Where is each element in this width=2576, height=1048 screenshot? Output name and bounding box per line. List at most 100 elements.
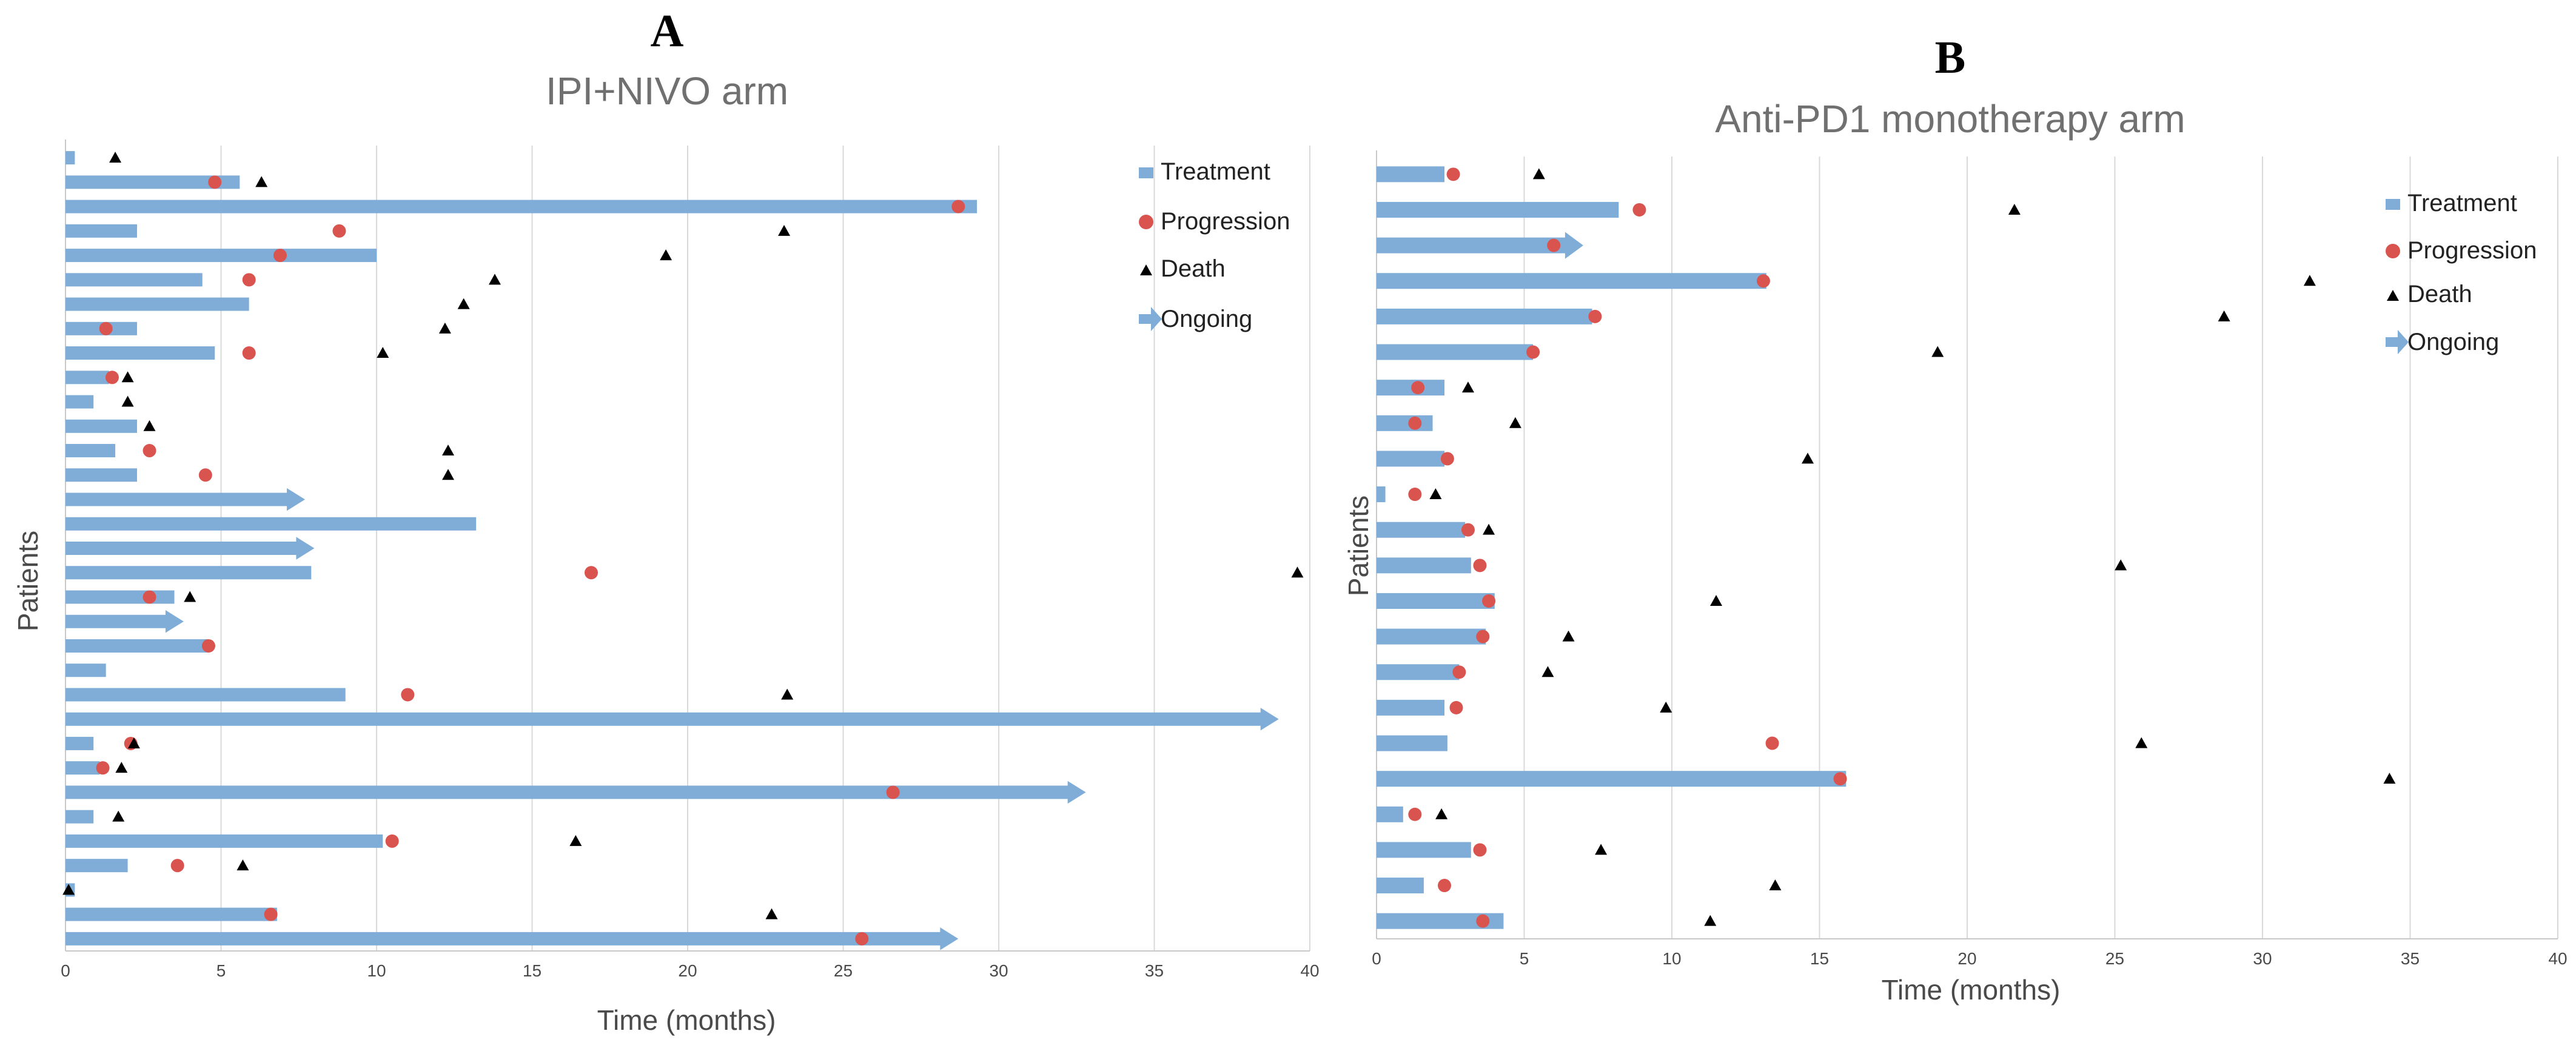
legend-progression-swatch (1139, 215, 1153, 229)
x-tick-label: 15 (1810, 949, 1829, 968)
death-marker (2383, 773, 2396, 784)
death-marker (1429, 488, 1442, 500)
treatment-bar (65, 761, 100, 775)
treatment-bar (1377, 842, 1471, 858)
panel-b-x-axis-label: Time (months) (1882, 974, 2061, 1006)
treatment-bar (1377, 878, 1424, 894)
death-marker (255, 176, 268, 187)
ongoing-treatment-bar (65, 537, 315, 560)
death-marker (184, 591, 196, 602)
treatment-bar (65, 297, 249, 311)
progression-marker (1449, 700, 1463, 714)
death-marker (488, 274, 501, 285)
panel-b-legend: Treatment Progression Death Ongoing (2386, 190, 2537, 355)
death-marker (1660, 701, 1672, 713)
death-marker (2303, 275, 2316, 286)
legend-ongoing-swatch (1139, 307, 1162, 331)
treatment-bar (65, 395, 94, 409)
treatment-bar (1377, 771, 1846, 787)
death-marker (377, 347, 389, 358)
progression-marker (201, 639, 215, 653)
treatment-bar (1377, 166, 1445, 183)
progression-marker (1547, 238, 1561, 252)
progression-marker (1765, 736, 1779, 750)
death-marker (1769, 879, 1782, 891)
death-marker (62, 884, 75, 895)
progression-marker (242, 346, 256, 360)
treatment-bar (65, 346, 215, 360)
x-tick-label: 30 (2253, 949, 2272, 968)
death-marker (236, 859, 249, 871)
progression-marker (96, 761, 110, 775)
progression-marker (1408, 488, 1422, 502)
treatment-bar (65, 566, 312, 580)
death-marker (438, 322, 451, 334)
progression-marker (584, 566, 598, 580)
treatment-bar (1377, 201, 1619, 218)
death-marker (1435, 808, 1448, 819)
x-tick-label: 20 (1957, 949, 1976, 968)
ongoing-treatment-bar (1377, 232, 1583, 259)
progression-marker (143, 444, 156, 458)
progression-marker (1438, 879, 1452, 893)
death-marker (2218, 310, 2230, 321)
panel-a: A IPI+NIVO arm 0 5 10 15 20 25 30 35 40 Time (mo… (12, 5, 1320, 1036)
x-tick-label: 40 (1300, 961, 1319, 980)
legend-death-label: Death (2407, 281, 2472, 307)
legend-progression-swatch (2386, 244, 2400, 258)
progression-marker (1476, 630, 1490, 643)
death-marker (1461, 381, 1474, 393)
progression-marker (1461, 523, 1475, 537)
progression-marker (1408, 416, 1422, 430)
treatment-bar (1377, 522, 1466, 538)
death-marker (1562, 630, 1575, 642)
treatment-bar (1377, 664, 1460, 680)
progression-marker (886, 785, 900, 799)
ongoing-treatment-bar (65, 707, 1279, 731)
progression-marker (1833, 772, 1847, 786)
death-marker (1509, 417, 1521, 428)
progression-marker (242, 273, 256, 287)
panel-a-x-axis-label: Time (months) (597, 1004, 776, 1036)
treatment-bar (65, 444, 116, 458)
panel-b-letter: B (1935, 32, 1966, 83)
death-marker (2115, 559, 2127, 571)
progression-marker (264, 907, 278, 921)
progression-marker (273, 249, 287, 263)
death-marker (112, 810, 125, 822)
x-tick-label: 40 (2548, 949, 2567, 968)
ongoing-treatment-bar (65, 927, 959, 950)
x-tick-label: 15 (523, 961, 542, 980)
progression-marker (855, 932, 869, 946)
death-marker (1483, 523, 1495, 535)
treatment-bar (65, 175, 240, 189)
treatment-bar (65, 639, 209, 653)
legend-treatment-swatch (2386, 199, 2400, 210)
progression-marker (1526, 345, 1540, 359)
treatment-bar (65, 224, 137, 238)
progression-marker (1473, 843, 1487, 857)
progression-marker (951, 200, 965, 213)
death-marker (115, 762, 128, 773)
treatment-bar (65, 419, 137, 433)
death-marker (1710, 594, 1723, 606)
death-marker (1704, 915, 1717, 926)
progression-marker (105, 371, 119, 385)
ongoing-treatment-bar (65, 781, 1086, 804)
treatment-bar (1377, 806, 1403, 822)
treatment-bar (65, 663, 106, 677)
progression-marker (401, 688, 415, 702)
progression-marker (208, 175, 222, 189)
death-marker (1532, 168, 1545, 180)
progression-marker (332, 224, 346, 238)
treatment-bar (1377, 344, 1534, 360)
panel-b-plot: 0 5 10 15 20 25 30 35 40 (1372, 150, 2568, 968)
ongoing-treatment-bar (65, 610, 184, 633)
treatment-bar (65, 273, 203, 287)
x-tick-label: 35 (2401, 949, 2420, 968)
progression-marker (1482, 594, 1496, 608)
death-marker (778, 224, 791, 236)
death-marker (660, 249, 673, 261)
treatment-bar (1377, 308, 1592, 324)
